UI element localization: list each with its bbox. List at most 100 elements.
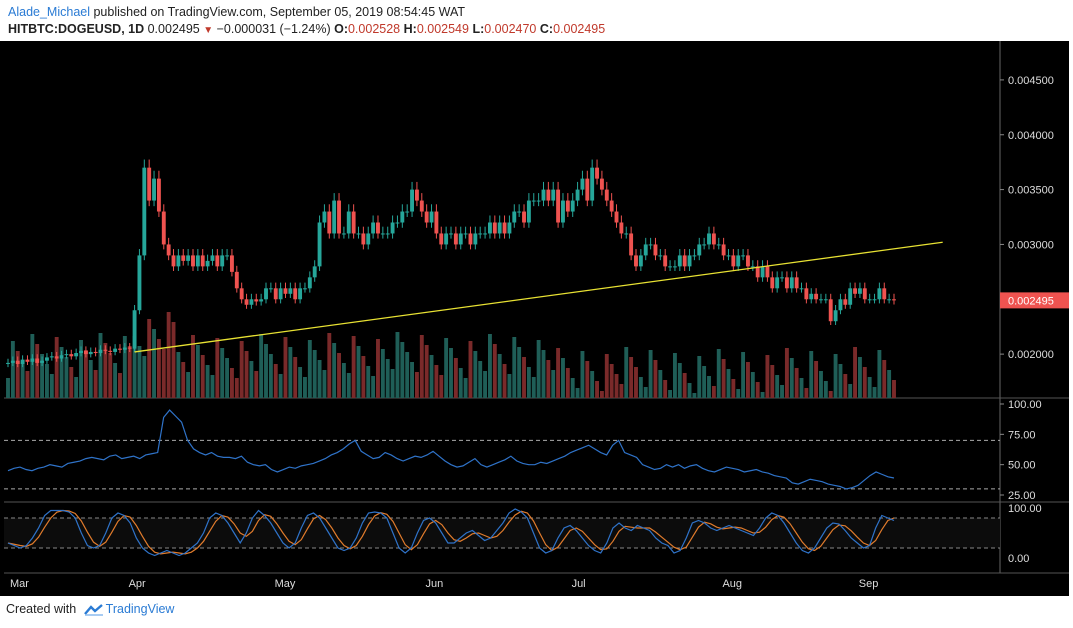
- volume-bar: [833, 354, 838, 398]
- rsi-tick-label: 100.00: [1008, 399, 1042, 411]
- candle-body: [356, 233, 361, 235]
- volume-bar: [575, 388, 580, 398]
- author-link[interactable]: Alade_Michael: [8, 5, 90, 19]
- candle-body: [872, 299, 877, 301]
- volume-bar: [69, 367, 74, 398]
- tradingview-brand[interactable]: TradingView: [105, 602, 175, 616]
- candle-body: [361, 233, 366, 245]
- candle-body: [711, 233, 716, 245]
- publish-info: Alade_Michael published on TradingView.c…: [8, 5, 465, 19]
- candle-body: [833, 310, 838, 322]
- candle-body: [823, 299, 828, 301]
- candle-body: [794, 277, 799, 289]
- volume-bar: [848, 384, 853, 398]
- volume-bar: [25, 371, 30, 398]
- candle-body: [595, 167, 599, 179]
- candle-body: [565, 200, 570, 212]
- candle-body: [692, 255, 697, 257]
- volume-bar: [672, 353, 677, 398]
- volume-bar: [244, 351, 249, 398]
- time-tick-label: Jun: [426, 578, 444, 590]
- volume-bar: [273, 364, 278, 398]
- volume-bar: [755, 382, 760, 398]
- volume-bar: [697, 356, 702, 398]
- volume-bar: [507, 374, 512, 398]
- candle-body: [624, 233, 629, 235]
- volume-bar: [658, 370, 663, 398]
- volume-bar: [346, 373, 351, 398]
- candle-body: [83, 350, 88, 355]
- chart-canvas[interactable]: 0.004500 0.004000 0.003500 0.003000 0.002000…: [0, 41, 1073, 596]
- volume-bar: [843, 374, 848, 398]
- candle-body: [687, 255, 692, 267]
- volume-bar: [643, 387, 648, 398]
- chart-background: [0, 41, 1069, 596]
- volume-bar: [210, 375, 215, 398]
- candle-body: [210, 255, 215, 261]
- candle-body: [429, 211, 434, 223]
- time-tick-label: Jul: [572, 578, 586, 590]
- candle-body: [176, 255, 181, 267]
- volume-bar: [400, 342, 405, 398]
- candle-body: [541, 189, 546, 201]
- volume-bar: [551, 370, 556, 398]
- volume-bar: [721, 359, 726, 398]
- candle-body: [531, 200, 536, 202]
- volume-bar: [653, 360, 658, 398]
- volume-bar: [385, 359, 390, 398]
- candle-body: [775, 277, 780, 289]
- volume-bar: [132, 336, 137, 398]
- volume-bar: [478, 361, 483, 398]
- candle-body: [614, 211, 619, 223]
- candle-body: [254, 299, 259, 302]
- volume-bar: [59, 347, 64, 398]
- candle-body: [434, 211, 439, 234]
- candle-body: [410, 189, 415, 212]
- volume-bar: [561, 358, 565, 398]
- candle-body: [156, 178, 161, 212]
- volume-bar: [497, 354, 502, 398]
- tradingview-logo-icon: [83, 603, 103, 616]
- volume-bar: [716, 349, 721, 398]
- volume-bar: [872, 387, 877, 398]
- footer: Created with TradingView: [6, 602, 174, 616]
- volume-bar: [195, 345, 200, 398]
- price-tick-label: 0.003000: [1008, 239, 1054, 251]
- volume-bar: [332, 343, 337, 398]
- volume-bar: [682, 373, 687, 398]
- candle-body: [857, 288, 862, 294]
- volume-bar: [492, 344, 497, 398]
- volume-bar: [118, 373, 122, 398]
- candle-body: [707, 233, 711, 245]
- candle-body: [487, 222, 492, 234]
- volume-bar: [580, 351, 585, 398]
- candle-body: [322, 211, 327, 223]
- volume-bar: [288, 347, 293, 398]
- volume-bar: [93, 370, 98, 398]
- candle-body: [599, 178, 604, 190]
- volume-bar: [88, 360, 93, 398]
- current-price-tag: [1000, 292, 1069, 309]
- volume-bar: [424, 345, 429, 398]
- stoch-d-line: [7, 509, 895, 555]
- candle-body: [59, 355, 64, 359]
- candle-body: [497, 222, 502, 234]
- volume-bar: [819, 371, 823, 398]
- candle-body: [653, 244, 658, 256]
- candle-body: [293, 288, 298, 300]
- volume-bar: [161, 349, 166, 398]
- volume-bar: [711, 386, 716, 398]
- volume-bar: [449, 348, 453, 398]
- candle-body: [789, 277, 794, 289]
- volume-bar: [40, 354, 45, 398]
- volume-bar: [79, 340, 83, 398]
- volume-bar: [44, 364, 49, 398]
- volume-bar: [307, 340, 312, 398]
- symbol-label: HITBTC:DOGEUSD, 1D: [8, 22, 145, 36]
- volume-bar: [473, 351, 478, 398]
- volume-bar: [736, 389, 741, 398]
- volume-bar: [750, 372, 755, 398]
- candle-body: [25, 359, 30, 362]
- candle-body: [853, 288, 858, 294]
- candle-body: [804, 288, 809, 300]
